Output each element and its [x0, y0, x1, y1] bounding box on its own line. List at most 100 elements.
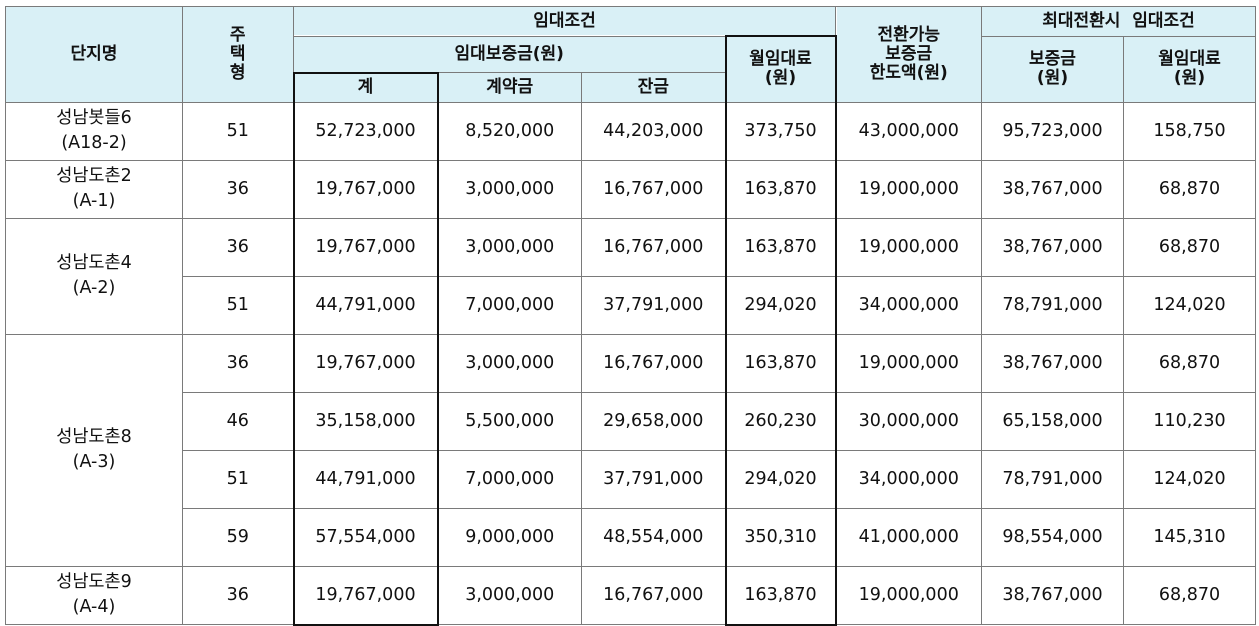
cell-max-monthly: 158,750 [1122, 101, 1257, 161]
cell-contract: 5,500,000 [437, 391, 582, 451]
header-max-conversion: 최대전환시 임대조건 [980, 6, 1257, 37]
cell-type: 36 [182, 565, 294, 625]
cell-total: 57,554,000 [292, 507, 439, 567]
cell-contract: 3,000,000 [437, 159, 582, 219]
cell-contract: 8,520,000 [437, 101, 582, 161]
cell-max-monthly: 68,870 [1122, 565, 1257, 625]
complex-name-line: (A-4) [72, 597, 116, 618]
cell-type: 51 [182, 449, 294, 509]
cell-max-monthly: 124,020 [1122, 275, 1257, 335]
cell-balance: 37,791,000 [581, 275, 726, 335]
table-row: 46 35,158,000 5,500,000 29,658,000 260,230 30… [6, 391, 1257, 451]
cell-contract: 7,000,000 [437, 275, 582, 335]
cell-limit: 30,000,000 [835, 391, 982, 451]
header-deposit: 임대보증금(원) [293, 35, 726, 73]
cell-max-deposit: 38,767,000 [981, 333, 1124, 393]
cell-limit: 43,000,000 [835, 101, 982, 161]
header-monthly-rent: 월임대료 (원) [724, 35, 837, 103]
header-total: 계 [292, 71, 439, 103]
cell-max-monthly: 124,020 [1122, 449, 1257, 509]
cell-limit: 19,000,000 [835, 159, 982, 219]
cell-type: 51 [182, 275, 294, 335]
cell-limit: 41,000,000 [835, 507, 982, 567]
cell-max-monthly: 68,870 [1122, 159, 1257, 219]
cell-total: 44,791,000 [292, 275, 439, 335]
header-rent-conditions: 임대조건 [293, 6, 836, 37]
header-max-monthly: 월임대료 (원) [1122, 35, 1257, 103]
cell-balance: 37,791,000 [581, 449, 726, 509]
cell-total: 52,723,000 [292, 101, 439, 161]
cell-monthly: 163,870 [724, 159, 837, 219]
complex-name-cell: 성남도촌2 (A-1) [5, 159, 183, 219]
header-contract: 계약금 [437, 72, 582, 103]
cell-limit: 34,000,000 [835, 449, 982, 509]
cell-max-monthly: 110,230 [1122, 391, 1257, 451]
cell-balance: 16,767,000 [581, 159, 726, 219]
header-balance: 잔금 [581, 72, 726, 103]
cell-contract: 9,000,000 [437, 507, 582, 567]
cell-monthly: 163,870 [724, 565, 837, 626]
cell-limit: 19,000,000 [835, 217, 982, 277]
table-row: 59 57,554,000 9,000,000 48,554,000 350,310 41… [6, 507, 1257, 567]
cell-contract: 7,000,000 [437, 449, 582, 509]
cell-contract: 3,000,000 [437, 333, 582, 393]
cell-max-deposit: 38,767,000 [981, 217, 1124, 277]
header-convertible-limit: 전환가능 보증금 한도액(원) [835, 6, 982, 103]
cell-total: 19,767,000 [292, 217, 439, 277]
cell-max-deposit: 38,767,000 [981, 159, 1124, 219]
cell-balance: 16,767,000 [581, 333, 726, 393]
table-row: 성남도촌8 (A-3) 36 19,767,000 3,000,000 16,767,00… [5, 333, 1257, 567]
cell-total: 44,791,000 [292, 449, 439, 509]
complex-name-line: 성남도촌8 [56, 427, 132, 447]
complex-name-line: (A18-2) [61, 133, 127, 153]
cell-balance: 16,767,000 [581, 217, 726, 277]
header-complex: 단지명 [5, 6, 183, 103]
cell-monthly: 163,870 [724, 333, 837, 393]
table-row: 성남도촌4 (A-2) 36 19,767,000 3,000,000 16,767,00… [5, 217, 1257, 335]
cell-max-deposit: 38,767,000 [981, 565, 1124, 625]
complex-name-line: 성남도촌9 [56, 572, 132, 593]
complex-name-line: (A-2) [72, 278, 116, 298]
complex-name-line: 성남봇들6 [56, 108, 132, 128]
cell-max-deposit: 78,791,000 [981, 275, 1124, 335]
cell-type: 36 [182, 217, 294, 277]
cell-limit: 34,000,000 [835, 275, 982, 335]
cell-max-monthly: 145,310 [1122, 507, 1257, 567]
cell-monthly: 294,020 [724, 275, 837, 335]
cell-contract: 3,000,000 [437, 565, 582, 625]
cell-contract: 3,000,000 [437, 217, 582, 277]
cell-monthly: 373,750 [724, 101, 837, 161]
cell-monthly: 260,230 [724, 391, 837, 451]
header-max-deposit: 보증금 (원) [981, 35, 1124, 103]
cell-total: 19,767,000 [292, 159, 439, 219]
complex-name-cell: 성남도촌9 (A-4) [5, 565, 183, 625]
cell-type: 36 [182, 333, 294, 393]
cell-monthly: 294,020 [724, 449, 837, 509]
cell-balance: 44,203,000 [581, 101, 726, 161]
cell-max-monthly: 68,870 [1122, 217, 1257, 277]
complex-name-cell: 성남도촌8 (A-3) [5, 333, 183, 567]
cell-total: 35,158,000 [292, 391, 439, 451]
cell-max-monthly: 68,870 [1122, 333, 1257, 393]
cell-type: 46 [182, 391, 294, 451]
cell-balance: 16,767,000 [581, 565, 726, 625]
cell-max-deposit: 65,158,000 [981, 391, 1124, 451]
cell-limit: 19,000,000 [835, 565, 982, 625]
table-body: 성남봇들6 (A18-2) 51 52,723,000 8,520,000 44,203,… [5, 101, 1257, 626]
cell-balance: 48,554,000 [581, 507, 726, 567]
cell-total: 19,767,000 [292, 565, 439, 626]
complex-name-line: (A-3) [72, 452, 116, 472]
complex-name-cell: 성남봇들6 (A18-2) [5, 101, 183, 161]
cell-type: 51 [182, 101, 294, 161]
cell-max-deposit: 98,554,000 [981, 507, 1124, 567]
cell-monthly: 350,310 [724, 507, 837, 567]
cell-max-deposit: 78,791,000 [981, 449, 1124, 509]
table-row: 51 44,791,000 7,000,000 37,791,000 294,020 34… [6, 275, 1257, 335]
cell-limit: 19,000,000 [835, 333, 982, 393]
cell-monthly: 163,870 [724, 217, 837, 277]
complex-name-line: 성남도촌2 [56, 166, 132, 186]
cell-balance: 29,658,000 [581, 391, 726, 451]
